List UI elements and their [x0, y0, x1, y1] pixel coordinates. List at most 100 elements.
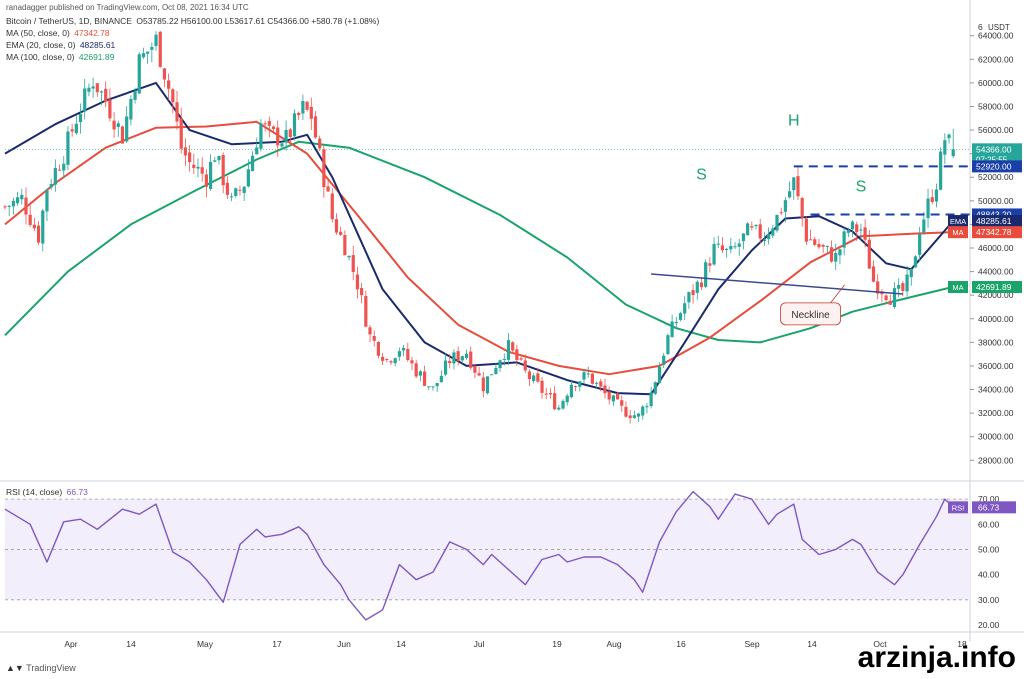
candle-body — [699, 282, 704, 288]
candle-body — [99, 91, 104, 93]
candle-body — [939, 151, 943, 190]
ema20-legend[interactable]: EMA (20, close, 0) 48285.61 — [6, 40, 115, 50]
candle-body — [943, 140, 947, 155]
candle-body — [636, 413, 641, 417]
candle-body — [460, 356, 464, 361]
candle-body — [343, 234, 347, 256]
price-tick-label: 28000.00 — [978, 455, 1014, 465]
candle-body — [674, 321, 678, 324]
rsi-path — [4, 490, 954, 621]
rsi-tick-label: 20.00 — [978, 620, 1000, 630]
candle-body — [204, 174, 208, 187]
ma50-legend[interactable]: MA (50, close, 0) 47342.78 — [6, 28, 110, 38]
candle-body — [477, 373, 481, 376]
ma100-legend[interactable]: MA (100, close, 0) 42691.89 — [6, 52, 114, 62]
candle-body — [171, 89, 175, 103]
candle-body — [813, 239, 817, 245]
candle-body — [607, 391, 611, 400]
candle-body — [771, 228, 775, 236]
candle-body — [313, 116, 318, 138]
time-tick-label: 14 — [126, 639, 136, 649]
rsi-tick-label: 70.00 — [978, 494, 1000, 504]
candle-body — [498, 360, 502, 369]
candlesticks — [3, 30, 955, 424]
candle-body — [439, 375, 443, 383]
price-badge-timer: 07:25:55 — [976, 155, 1008, 164]
candle-body — [339, 231, 343, 235]
candle-body — [351, 255, 355, 273]
candle-body — [808, 239, 813, 241]
candle-body — [175, 102, 179, 122]
time-tick-label: May — [197, 639, 214, 649]
tradingview-logo[interactable]: ▲▼ TradingView — [6, 663, 76, 673]
candle-body — [926, 198, 930, 219]
tradingview-icon: ▲▼ — [6, 663, 24, 673]
candle-body — [422, 371, 427, 386]
axes: 28000.00 30000.00 32000.00 34000.00 36000.00… — [64, 22, 1022, 649]
candle-body — [238, 189, 242, 191]
candle-body — [859, 229, 863, 231]
candle-body — [154, 34, 158, 46]
rsi-badge — [972, 501, 1016, 514]
rsi-legend[interactable]: RSI (14, close) 66.73 — [6, 487, 88, 497]
candle-body — [821, 244, 825, 247]
candle-body — [120, 126, 125, 144]
candle-body — [540, 380, 544, 393]
candle-body — [708, 263, 712, 266]
candle-body — [208, 161, 213, 189]
candle-body — [641, 406, 645, 416]
candle-body — [87, 87, 91, 92]
candle-body — [615, 393, 620, 400]
candle-body — [762, 239, 767, 242]
price-tick-label: 30000.00 — [978, 432, 1014, 442]
candle-body — [24, 197, 28, 215]
candle-body — [494, 367, 498, 374]
price-tick-label: 36000.00 — [978, 361, 1014, 371]
candle-body — [792, 177, 796, 191]
candle-body — [922, 219, 926, 233]
tradingview-label: TradingView — [26, 663, 76, 673]
candle-body — [217, 155, 221, 161]
candle-body — [376, 342, 381, 356]
candle-body — [431, 386, 435, 388]
neckline-callout-pointer — [830, 284, 845, 304]
candle-body — [578, 381, 582, 387]
candle-body — [158, 31, 162, 67]
candle-body — [888, 300, 892, 305]
candle-body — [519, 358, 523, 360]
price-badge — [972, 281, 1022, 294]
neckline-label: Neckline — [791, 310, 830, 321]
candle-body — [53, 167, 57, 185]
time-tick-label: Aug — [606, 639, 621, 649]
time-tick-label: 14 — [396, 639, 406, 649]
candle-body — [800, 197, 804, 218]
price-tick-label: 46000.00 — [978, 243, 1014, 253]
candle-body — [301, 101, 305, 114]
badge-tag-bg — [948, 281, 968, 294]
candle-body — [334, 219, 339, 233]
candle-body — [11, 200, 15, 207]
candle-body — [443, 360, 448, 375]
price-tick-label: 58000.00 — [978, 101, 1014, 111]
candle-body — [167, 80, 171, 89]
candle-body — [892, 288, 897, 308]
ma100-label: MA (100, close, 0) — [6, 52, 75, 62]
symbol-name: Bitcoin / TetherUS, 1D, BINANCE — [6, 16, 132, 26]
candle-body — [574, 386, 578, 388]
candle-body — [263, 123, 267, 125]
candle-body — [456, 351, 460, 361]
ma50-path — [4, 120, 954, 376]
candle-body — [473, 365, 477, 373]
badge-tag-bg — [948, 215, 968, 228]
candle-body — [582, 372, 586, 380]
candle-body — [506, 340, 511, 360]
candle-body — [213, 160, 217, 162]
candle-body — [78, 114, 83, 123]
candle-body — [733, 246, 737, 248]
pattern-label-h: H — [788, 112, 800, 129]
candle-body — [28, 214, 32, 225]
candle-body — [775, 214, 779, 231]
candle-body — [414, 363, 418, 377]
ema20-value: 48285.61 — [79, 40, 116, 50]
